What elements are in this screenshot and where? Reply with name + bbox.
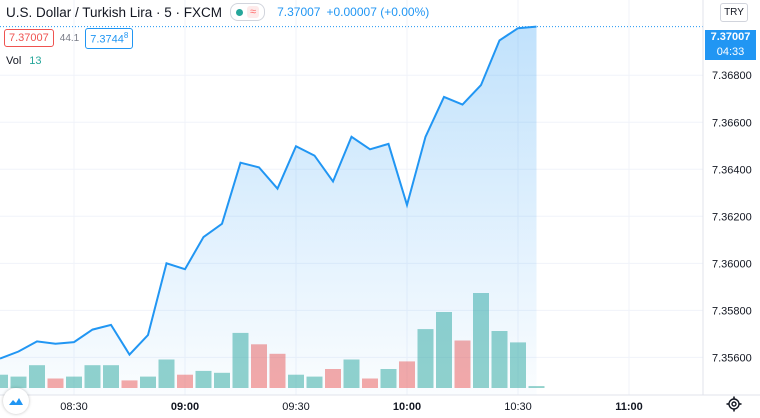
market-open-icon xyxy=(236,8,244,16)
spread-value: 44.1 xyxy=(59,32,80,44)
price-tick-label: 7.35800 xyxy=(712,305,752,317)
header-change: +0.00007 (+0.00%) xyxy=(326,5,430,19)
price-tick-label: 7.36800 xyxy=(712,70,752,82)
header-last-price: 7.37007 xyxy=(277,5,321,19)
last-price-label: 7.37007 xyxy=(705,30,756,45)
market-status-toggle[interactable]: ≈ xyxy=(230,3,266,21)
time-axis[interactable]: 08:30 09:00 09:30 10:00 10:30 11:00 xyxy=(60,401,643,413)
buy-price: 7.3744 xyxy=(90,33,124,46)
chart-legend-header: U.S. Dollar / Turkish Lira · 5 · FXCM ≈ … xyxy=(6,3,429,21)
time-tick-label: 09:00 xyxy=(171,401,199,413)
tradingview-logo-icon[interactable] xyxy=(3,388,29,414)
bid-ask-panel: 7.37007 44.1 7.37448 xyxy=(4,28,134,49)
symbol-title[interactable]: U.S. Dollar / Turkish Lira · 5 · FXCM xyxy=(6,4,223,20)
volume-label[interactable]: Vol xyxy=(6,55,22,67)
price-tick-label: 7.36400 xyxy=(712,164,752,176)
price-tick-label: 7.36200 xyxy=(712,211,752,223)
price-tick-label: 7.35600 xyxy=(712,352,752,364)
buy-price-superscript: 8 xyxy=(123,31,129,40)
price-tick-label: 7.36000 xyxy=(712,258,752,270)
time-tick-label: 10:30 xyxy=(504,401,532,413)
price-tick-label: 7.36600 xyxy=(712,117,752,129)
time-tick-label: 09:30 xyxy=(282,401,310,413)
bar-countdown-label: 04:33 xyxy=(705,45,756,60)
currency-button[interactable]: TRY xyxy=(720,3,748,22)
volume-value: 13 xyxy=(29,55,42,67)
price-axis[interactable]: 7.36800 7.36600 7.36400 7.36200 7.36000 7.358… xyxy=(712,70,752,364)
gear-icon[interactable] xyxy=(726,396,742,412)
price-area-fill xyxy=(0,26,537,395)
buy-button[interactable]: 7.37448 xyxy=(85,28,134,49)
delayed-data-icon: ≈ xyxy=(247,6,260,18)
volume-legend: Vol 13 xyxy=(6,55,42,67)
time-tick-label: 08:30 xyxy=(60,401,88,413)
time-tick-label: 11:00 xyxy=(615,401,643,413)
sell-button[interactable]: 7.37007 xyxy=(4,29,54,48)
price-line xyxy=(0,25,537,360)
time-tick-label: 10:00 xyxy=(393,401,421,413)
